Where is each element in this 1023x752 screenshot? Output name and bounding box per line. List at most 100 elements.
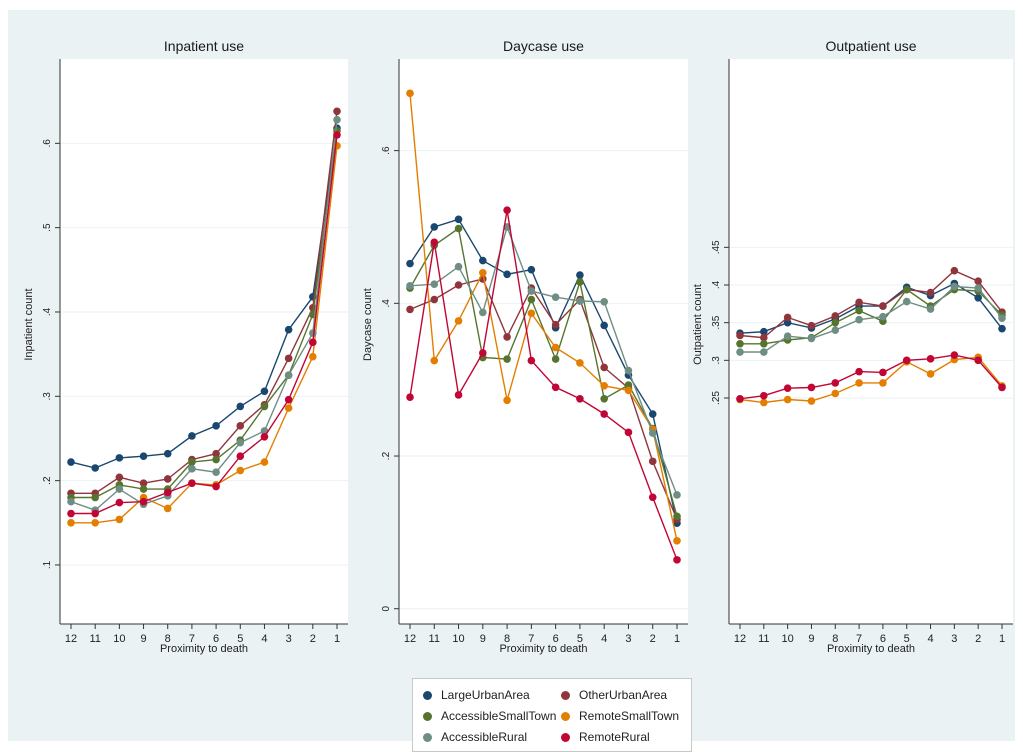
- legend-marker: [423, 732, 432, 742]
- x-tick-label: 6: [553, 633, 559, 645]
- data-point: [284, 371, 293, 380]
- data-point: [855, 298, 863, 307]
- data-point: [807, 334, 816, 343]
- x-tick-label: 4: [261, 633, 267, 645]
- data-point: [576, 278, 584, 286]
- data-point: [527, 265, 536, 274]
- x-tick-label: 10: [113, 633, 125, 645]
- data-point: [163, 475, 172, 483]
- x-tick-label: 1: [334, 633, 340, 645]
- x-tick-label: 7: [528, 633, 534, 645]
- y-tick-label: .5: [42, 223, 53, 232]
- data-point: [807, 321, 816, 330]
- data-point: [855, 315, 863, 324]
- data-point: [454, 317, 463, 325]
- data-point: [260, 387, 269, 396]
- y-tick-label: .6: [42, 139, 53, 148]
- y-axis-label: Daycase count: [362, 288, 374, 361]
- legend-marker: [561, 711, 570, 721]
- data-point: [783, 384, 792, 393]
- x-tick-label: 1: [674, 633, 680, 645]
- data-point: [260, 402, 269, 411]
- x-tick-label: 10: [452, 633, 464, 645]
- data-point: [831, 379, 840, 387]
- data-point: [855, 367, 863, 376]
- data-point: [115, 515, 124, 524]
- x-tick-label: 11: [758, 633, 769, 645]
- y-tick-label: .4: [711, 280, 722, 289]
- data-point: [576, 394, 584, 403]
- data-point: [454, 262, 463, 271]
- data-point: [950, 266, 959, 275]
- data-point: [974, 277, 982, 286]
- series-line: [409, 93, 678, 541]
- chart-title: Daycase use: [503, 38, 584, 54]
- data-point: [284, 395, 293, 404]
- legend-item: AccessibleRural: [423, 728, 527, 746]
- series-line: [739, 356, 1003, 404]
- x-tick-label: 8: [165, 633, 171, 645]
- data-point: [284, 354, 293, 363]
- data-point: [115, 498, 124, 507]
- legend-marker: [423, 690, 432, 700]
- data-point: [736, 394, 744, 403]
- data-point: [406, 281, 414, 290]
- data-point: [902, 297, 911, 306]
- x-tick-label: 3: [286, 633, 292, 645]
- x-tick-label: 4: [601, 633, 607, 645]
- legend-label: AccessibleRural: [441, 730, 528, 744]
- y-tick-label: .6: [381, 146, 392, 155]
- data-point: [855, 379, 863, 387]
- data-point: [600, 410, 608, 418]
- series-line: [71, 145, 338, 524]
- x-tick-label: 2: [975, 633, 981, 645]
- data-point: [576, 297, 584, 305]
- legend-label: AccessibleSmallTown: [441, 709, 557, 723]
- data-point: [236, 466, 245, 475]
- data-point: [479, 268, 487, 277]
- data-point: [624, 428, 633, 437]
- plot-area: [399, 59, 688, 624]
- data-point: [406, 305, 414, 314]
- chart-title: Outpatient use: [825, 38, 916, 54]
- legend-marker: [561, 690, 570, 700]
- data-point: [576, 271, 584, 279]
- data-point: [902, 356, 911, 365]
- x-tick-label: 5: [237, 633, 243, 645]
- data-point: [91, 464, 99, 472]
- data-point: [576, 359, 584, 367]
- data-point: [139, 497, 148, 506]
- data-point: [188, 479, 196, 487]
- data-point: [673, 491, 681, 499]
- x-tick-label: 12: [734, 633, 746, 645]
- x-tick-label: 12: [404, 633, 416, 645]
- data-point: [454, 224, 463, 233]
- data-point: [430, 223, 439, 231]
- data-point: [600, 297, 608, 306]
- data-point: [998, 324, 1006, 333]
- data-point: [600, 321, 608, 330]
- data-point: [926, 305, 935, 313]
- series-line: [70, 128, 338, 469]
- x-tick-label: 11: [89, 633, 100, 645]
- data-point: [503, 333, 511, 341]
- x-tick-label: 10: [782, 633, 794, 645]
- data-point: [673, 512, 681, 521]
- data-point: [212, 449, 220, 458]
- data-point: [503, 270, 511, 279]
- data-point: [163, 504, 172, 513]
- x-tick-label: 2: [650, 633, 656, 645]
- data-point: [430, 280, 439, 289]
- x-tick-label: 8: [504, 633, 510, 645]
- data-point: [551, 343, 560, 352]
- series-line: [409, 278, 678, 520]
- data-point: [974, 356, 982, 365]
- data-point: [879, 312, 887, 321]
- data-point: [736, 348, 744, 356]
- data-point: [260, 432, 269, 441]
- data-point: [333, 107, 341, 116]
- y-tick-label: .45: [711, 240, 722, 254]
- data-point: [406, 259, 414, 268]
- y-tick-label: .1: [42, 560, 53, 569]
